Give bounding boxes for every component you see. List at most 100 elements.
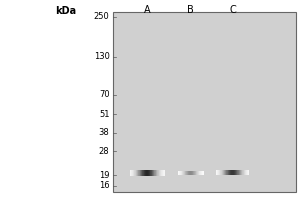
Bar xyxy=(183,171,184,175)
Bar xyxy=(195,171,196,175)
Text: 70: 70 xyxy=(99,90,110,99)
Bar xyxy=(185,171,186,175)
Bar xyxy=(226,170,227,175)
Bar xyxy=(232,170,233,175)
Bar xyxy=(231,170,232,175)
Bar xyxy=(144,170,145,176)
Text: 16: 16 xyxy=(99,181,110,190)
Bar xyxy=(201,171,202,175)
Bar xyxy=(164,170,165,176)
Bar xyxy=(146,170,147,176)
Bar xyxy=(149,170,150,176)
Bar xyxy=(179,171,180,175)
Bar xyxy=(225,170,226,175)
Bar xyxy=(145,170,146,176)
Bar xyxy=(194,171,195,175)
Bar xyxy=(186,171,187,175)
Bar xyxy=(180,171,181,175)
Bar xyxy=(192,171,193,175)
Bar xyxy=(161,170,162,176)
Text: A: A xyxy=(144,5,150,15)
Bar xyxy=(242,170,243,175)
Bar xyxy=(133,170,134,176)
Bar xyxy=(188,171,189,175)
Text: 51: 51 xyxy=(99,110,110,119)
Bar xyxy=(145,170,146,176)
Bar xyxy=(159,170,160,176)
Bar xyxy=(135,170,136,176)
Bar xyxy=(193,171,194,175)
Bar xyxy=(234,170,235,175)
Bar xyxy=(181,171,182,175)
Bar xyxy=(139,170,140,176)
Bar xyxy=(230,170,231,175)
Bar xyxy=(190,171,191,175)
Bar xyxy=(229,170,230,175)
Bar xyxy=(235,170,236,175)
Bar xyxy=(134,170,135,176)
Bar xyxy=(221,170,222,175)
Bar xyxy=(238,170,239,175)
Bar xyxy=(245,170,246,175)
Bar xyxy=(136,170,137,176)
Bar xyxy=(156,170,157,176)
Bar xyxy=(238,170,239,175)
Bar xyxy=(227,170,228,175)
Bar xyxy=(247,170,248,175)
Bar xyxy=(218,170,219,175)
Bar xyxy=(178,171,179,175)
Bar xyxy=(241,170,242,175)
Text: C: C xyxy=(229,5,236,15)
Bar xyxy=(147,170,148,176)
Bar xyxy=(244,170,245,175)
Bar xyxy=(229,170,230,175)
Bar xyxy=(151,170,152,176)
Bar xyxy=(191,171,192,175)
Bar xyxy=(134,170,135,176)
Bar xyxy=(160,170,161,176)
Bar xyxy=(148,170,149,176)
Bar xyxy=(132,170,133,176)
Bar xyxy=(228,170,229,175)
Bar xyxy=(158,170,159,176)
Bar xyxy=(156,170,157,176)
Bar xyxy=(162,170,163,176)
Bar xyxy=(197,171,198,175)
Bar xyxy=(219,170,220,175)
Text: 19: 19 xyxy=(99,171,110,180)
Bar xyxy=(222,170,223,175)
Bar xyxy=(153,170,154,176)
Bar xyxy=(146,170,147,176)
Bar xyxy=(217,170,218,175)
Bar xyxy=(216,170,217,175)
Bar xyxy=(220,170,221,175)
Bar xyxy=(226,170,227,175)
Bar xyxy=(234,170,235,175)
Bar xyxy=(140,170,141,176)
Bar xyxy=(221,170,222,175)
Bar xyxy=(242,170,243,175)
Bar xyxy=(235,170,236,175)
Bar xyxy=(138,170,139,176)
Bar xyxy=(178,171,179,175)
Bar xyxy=(154,170,155,176)
Bar xyxy=(247,170,248,175)
Bar xyxy=(193,171,194,175)
Bar xyxy=(203,171,204,175)
Bar xyxy=(131,170,132,176)
Bar xyxy=(192,171,193,175)
Bar xyxy=(149,170,150,176)
Bar xyxy=(244,170,245,175)
Bar xyxy=(187,171,188,175)
Text: B: B xyxy=(187,5,194,15)
Bar xyxy=(112,12,296,192)
Bar xyxy=(232,170,233,175)
Bar xyxy=(246,170,247,175)
Bar xyxy=(198,171,199,175)
Bar xyxy=(141,170,142,176)
Bar xyxy=(155,170,156,176)
Bar xyxy=(227,170,228,175)
Bar xyxy=(202,171,203,175)
Bar xyxy=(188,171,189,175)
Bar xyxy=(223,170,224,175)
